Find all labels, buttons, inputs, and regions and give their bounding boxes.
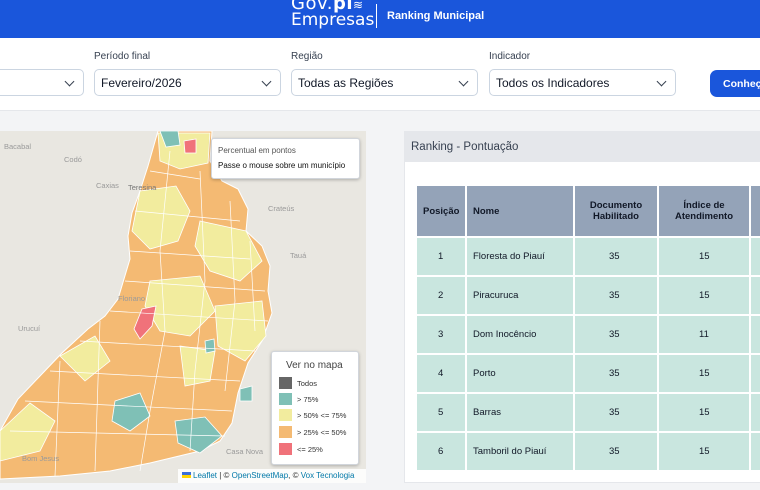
municipality[interactable] xyxy=(179,345,216,387)
municipality[interactable] xyxy=(239,385,253,402)
legend-label: > 75% xyxy=(297,395,319,404)
legend-swatch xyxy=(279,443,292,455)
chevron-down-icon xyxy=(458,76,469,87)
periodo-final-label: Período final xyxy=(94,51,151,62)
app-title: Ranking Municipal xyxy=(387,10,485,22)
legend-label: <= 25% xyxy=(297,445,323,454)
place-label: Teresina xyxy=(128,183,157,192)
place-label: Bacabal xyxy=(4,142,31,151)
legend-swatch xyxy=(279,377,292,389)
municipality[interactable] xyxy=(194,220,263,282)
municipality[interactable] xyxy=(204,338,216,354)
ranking-card: Ranking - Pontuação Posição Nome Documen… xyxy=(404,131,760,483)
ukraine-flag-icon xyxy=(182,472,191,478)
municipality[interactable] xyxy=(111,392,151,432)
indicador-label: Indicador xyxy=(489,51,531,62)
legend-swatch xyxy=(279,426,292,438)
legend-title: Ver no mapa xyxy=(286,360,343,371)
first-filter-select[interactable] xyxy=(0,69,84,96)
legend-label: > 50% <= 75% xyxy=(297,411,347,420)
chevron-down-icon xyxy=(261,76,272,87)
place-label: Bom Jesus xyxy=(22,454,59,463)
indicador-select[interactable]: Todos os Indicadores xyxy=(489,69,676,96)
place-label: Crateús xyxy=(268,204,295,213)
map-legend: Ver no mapa Todos > 75% > 50% <= 75% > 2… xyxy=(271,351,359,465)
conheca-button-label: Conheça xyxy=(723,78,760,90)
logo-stripes-icon: ≋ xyxy=(353,0,364,12)
regiao-select[interactable]: Todas as Regiões xyxy=(291,69,478,96)
place-label: Caxias xyxy=(96,181,119,190)
logo-text-prefix: Gov. xyxy=(291,0,333,14)
piaui-state-shape[interactable] xyxy=(0,131,273,480)
map-attribution: Leaflet | © OpenStreetMap, © Vox Tecnolo… xyxy=(178,469,366,483)
municipality[interactable] xyxy=(133,305,157,340)
periodo-final-select[interactable]: Fevereiro/2026 xyxy=(94,69,281,96)
municipality[interactable] xyxy=(174,416,223,454)
top-bar: Gov.pi≋ Empresas Ranking Municipal xyxy=(0,0,760,38)
column-header-nome[interactable]: Nome xyxy=(467,186,573,236)
filters-bar: Período final Fevereiro/2026 Região Toda… xyxy=(0,38,760,111)
place-label: Urucuí xyxy=(18,324,41,333)
place-label: Casa Nova xyxy=(226,447,264,456)
regiao-label: Região xyxy=(291,51,323,62)
chevron-down-icon xyxy=(64,76,75,87)
vox-link[interactable]: Vox Tecnologia xyxy=(300,471,355,480)
municipality-borders xyxy=(9,150,269,477)
map-info-title: Percentual em pontos xyxy=(218,146,296,155)
legend-label: > 25% <= 50% xyxy=(297,428,347,437)
legend-swatch xyxy=(279,409,292,421)
legend-swatch xyxy=(279,393,292,405)
legend-label: Todos xyxy=(297,379,318,388)
municipality[interactable] xyxy=(183,138,197,154)
periodo-final-value: Fevereiro/2026 xyxy=(101,76,182,90)
municipality[interactable] xyxy=(159,131,181,148)
ranking-table: Posição Nome Documento Habilitado Índice… xyxy=(417,186,760,470)
logo-separator xyxy=(376,4,377,28)
leaflet-link[interactable]: Leaflet xyxy=(193,471,218,480)
column-header-indice[interactable]: Índice de Atendimento xyxy=(659,186,749,236)
place-label: Floriano xyxy=(118,294,145,303)
map-canvas[interactable]: Bacabal Codó Caxias Teresina Crateús Tau… xyxy=(0,131,366,483)
column-header-posicao[interactable]: Posição xyxy=(417,186,465,236)
regiao-value: Todas as Regiões xyxy=(298,76,394,90)
logo-text-bold: pi xyxy=(332,0,353,14)
osm-link[interactable]: OpenStreetMap xyxy=(231,471,289,480)
place-label: Tauá xyxy=(290,251,307,260)
column-header-next[interactable] xyxy=(751,186,760,236)
conheca-button[interactable]: Conheça xyxy=(710,70,760,97)
municipality[interactable] xyxy=(214,300,267,362)
ranking-header: Ranking - Pontuação xyxy=(405,132,760,162)
place-label: Codó xyxy=(64,155,82,164)
chevron-down-icon xyxy=(656,76,667,87)
attribution-sep: , © xyxy=(288,471,301,480)
municipality[interactable] xyxy=(0,402,56,462)
govpi-empresas-logo[interactable]: Gov.pi≋ Empresas xyxy=(291,0,377,30)
attribution-sep: | © xyxy=(217,471,232,480)
map-info-hint: Passe o mouse sobre um município xyxy=(218,161,346,170)
column-header-documento[interactable]: Documento Habilitado xyxy=(575,186,657,236)
indicador-value: Todos os Indicadores xyxy=(496,76,610,90)
ranking-title: Ranking - Pontuação xyxy=(411,141,519,153)
logo-text-empresas: Empresas xyxy=(291,10,375,30)
municipality[interactable] xyxy=(131,185,191,250)
map-info-box: Percentual em pontos Passe o mouse sobre… xyxy=(211,138,360,179)
